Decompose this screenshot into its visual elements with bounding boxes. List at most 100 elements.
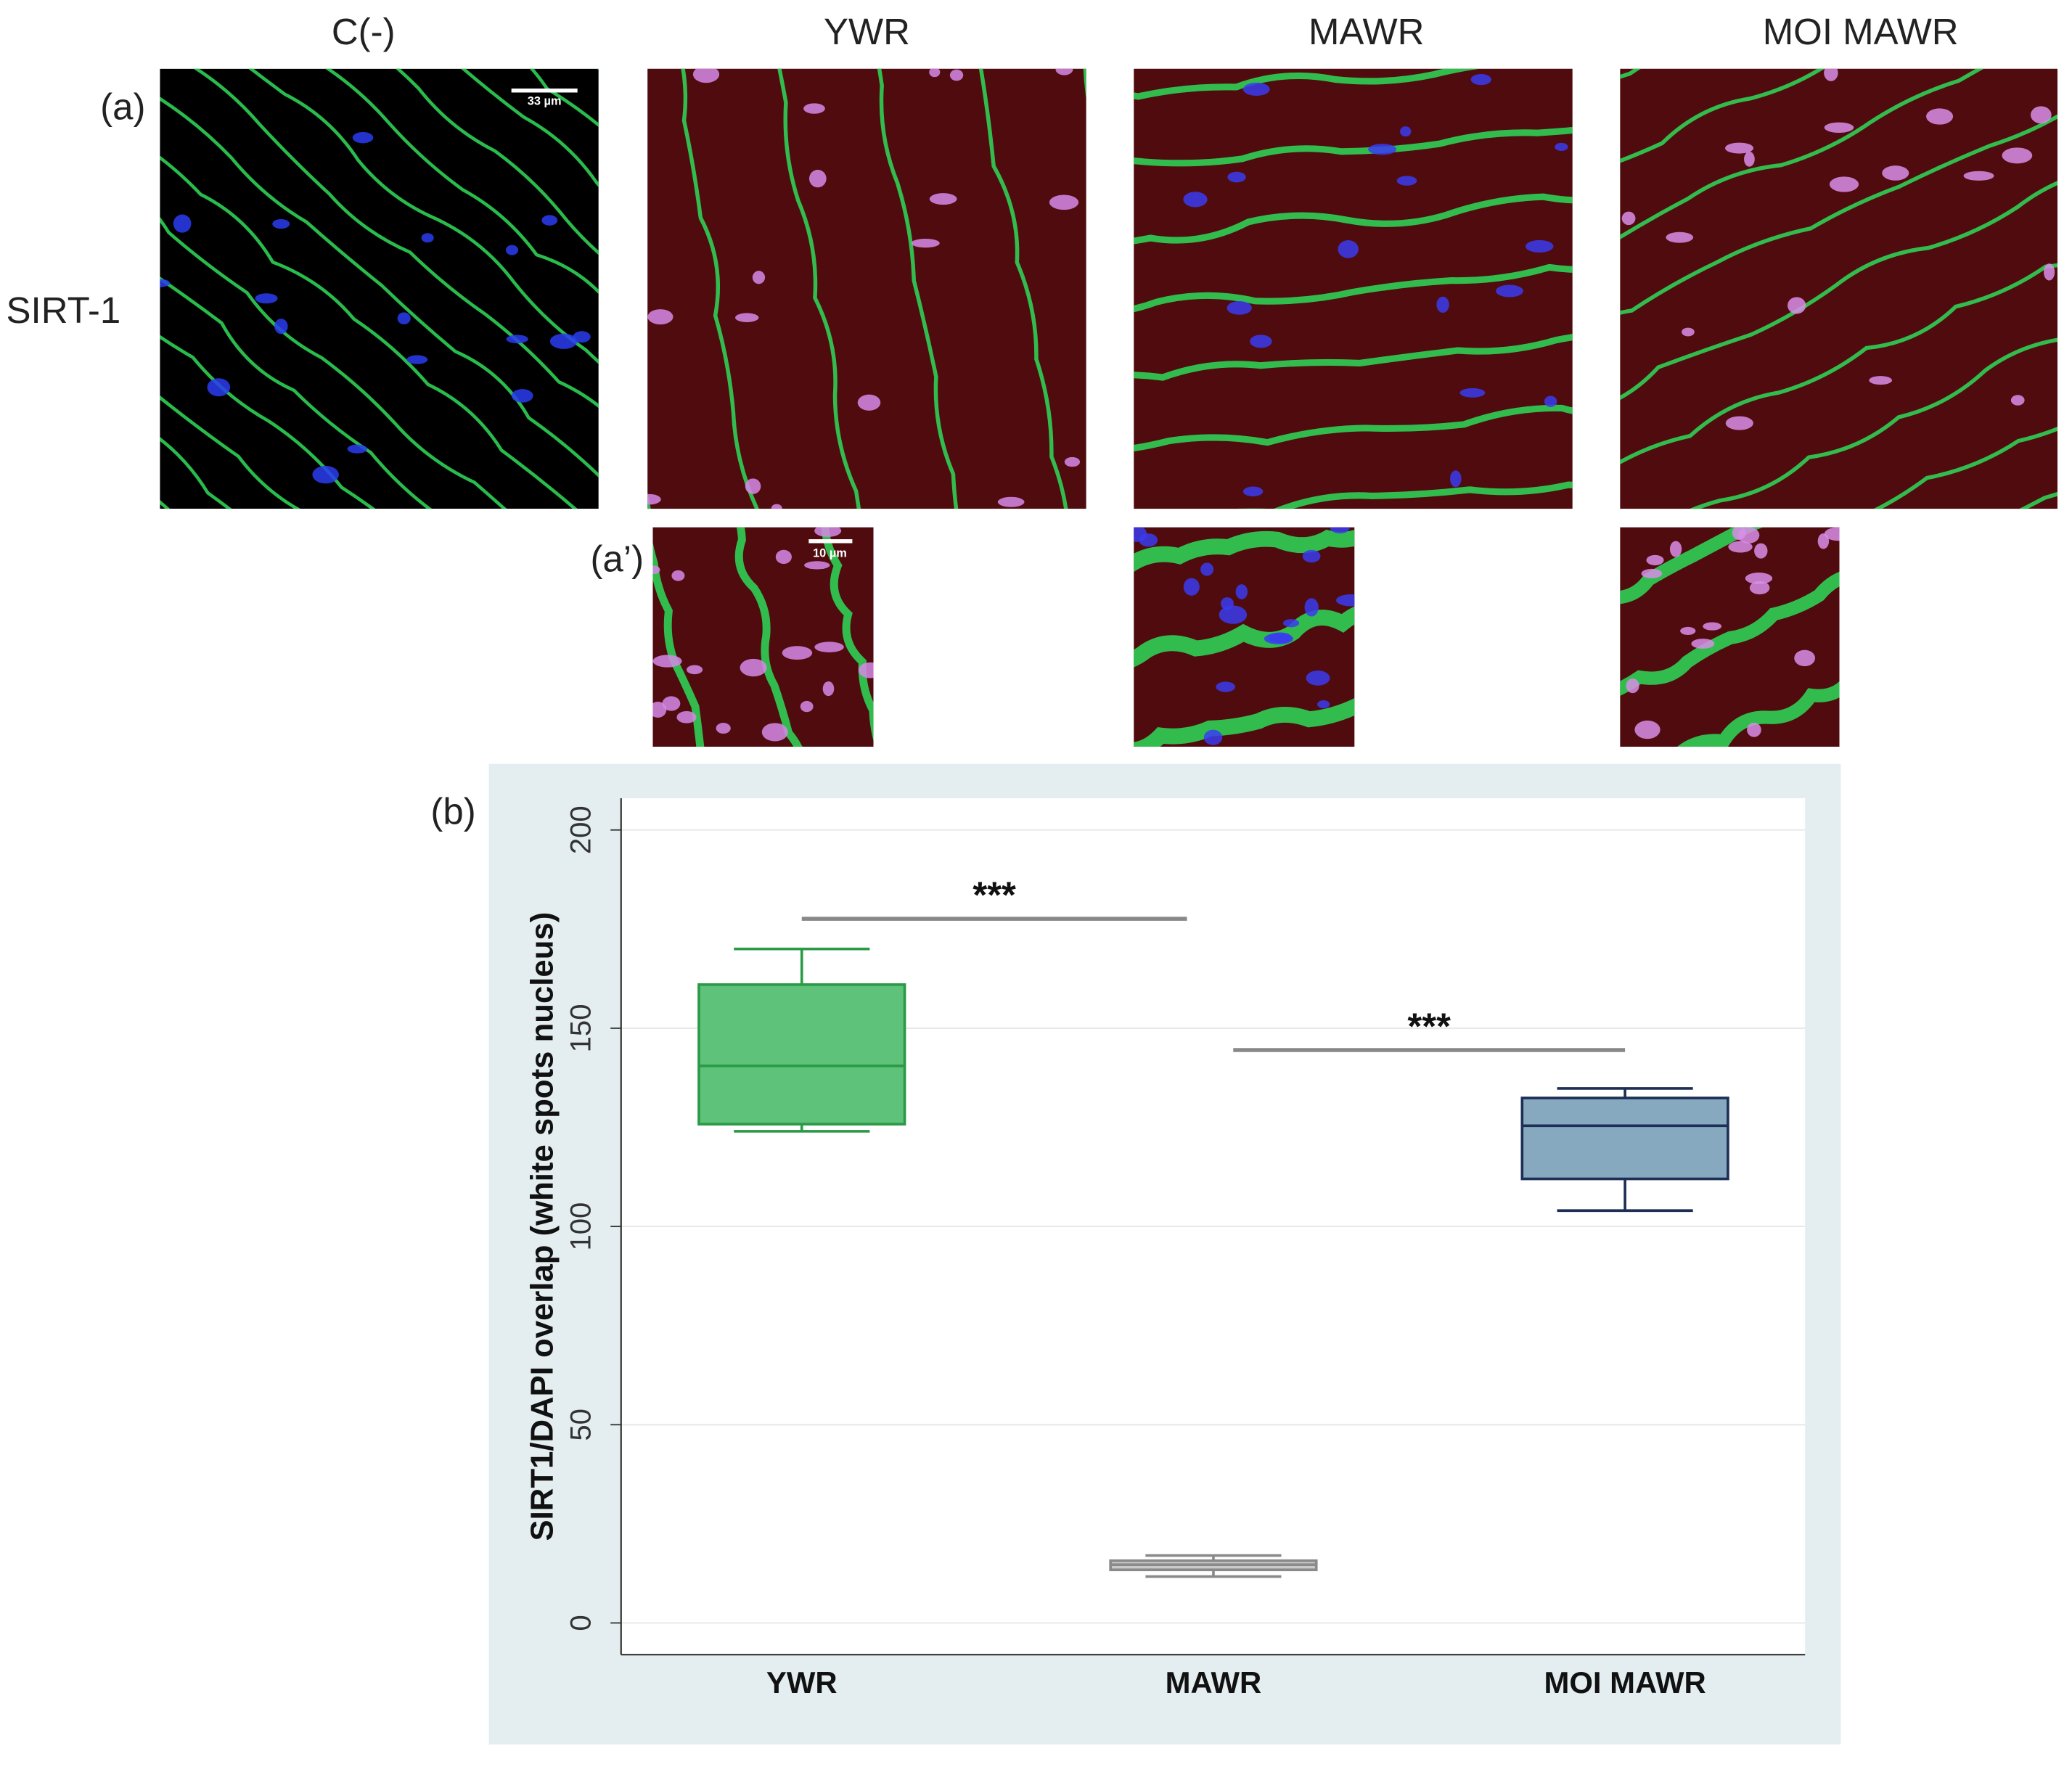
nucleus — [1869, 376, 1893, 385]
fiber — [1134, 591, 1355, 678]
y-tick-label: 0 — [565, 1615, 597, 1631]
nucleus — [676, 711, 697, 723]
box — [697, 983, 906, 1126]
nucleus — [1680, 626, 1696, 635]
nucleus — [857, 394, 881, 411]
nucleus — [858, 662, 874, 678]
nucleus — [1882, 165, 1909, 181]
nucleus — [1302, 549, 1321, 563]
nucleus — [822, 681, 835, 697]
x-tick-label: MOI MAWR — [1544, 1665, 1705, 1700]
nucleus — [1794, 649, 1816, 667]
nucleus — [505, 245, 519, 255]
nucleus — [549, 333, 578, 349]
nucleus — [1436, 296, 1449, 313]
nucleus — [652, 565, 660, 574]
nucleus — [662, 696, 681, 711]
fiber — [1134, 678, 1355, 747]
nucleus — [406, 355, 428, 364]
nucleus — [761, 723, 788, 742]
nucleus — [1242, 82, 1270, 96]
row-label: SIRT-1 — [7, 290, 121, 331]
y-axis-label: SIRT1/DAPI overlap (white spots nucleus) — [525, 912, 560, 1541]
nucleus — [1396, 176, 1417, 186]
fiber — [945, 68, 1086, 509]
nucleus — [1646, 554, 1664, 566]
scale-bar-label: 10 µm — [813, 546, 847, 559]
nucleus — [1824, 122, 1854, 134]
y-tick-label: 100 — [565, 1202, 597, 1251]
nucleus — [1470, 73, 1491, 86]
nucleus — [1216, 681, 1236, 692]
fibers — [1620, 527, 1840, 747]
nucleus — [1963, 171, 1994, 181]
nucleus — [541, 215, 558, 226]
nucleus — [1450, 470, 1462, 488]
fibers — [647, 68, 1086, 509]
nucleus — [1183, 578, 1200, 596]
nucleus — [1304, 598, 1319, 617]
nucleus — [808, 169, 827, 188]
fiber — [1620, 527, 1840, 648]
nucleus — [1626, 678, 1639, 694]
y-tick-label: 150 — [565, 1004, 597, 1053]
nucleus — [647, 493, 661, 505]
y-tick-label: 200 — [565, 805, 597, 854]
nucleus — [2010, 395, 2025, 406]
nucleus — [1666, 231, 1694, 243]
fiber — [708, 527, 814, 747]
nucleus — [255, 293, 278, 304]
nucleus — [1317, 700, 1330, 709]
fiber — [1134, 68, 1573, 116]
nucleus — [782, 646, 813, 660]
fiber — [189, 68, 599, 411]
nucleus — [803, 103, 825, 114]
nucleus — [352, 131, 374, 144]
fiber — [1620, 243, 2057, 509]
scale-bar-label: 33 µm — [528, 95, 562, 108]
nucleus — [1555, 142, 1568, 152]
nucleus — [1691, 639, 1715, 649]
nucleus — [671, 570, 685, 581]
fiber — [1620, 626, 1840, 747]
fiber — [1620, 546, 1840, 726]
nucleus — [1737, 527, 1760, 544]
nucleus — [1496, 284, 1523, 298]
micrograph — [160, 68, 599, 509]
nucleus — [745, 478, 761, 494]
nucleus — [1200, 562, 1214, 576]
column-title: MOI MAWR — [1763, 11, 1959, 52]
micrograph — [1134, 527, 1355, 747]
nucleus — [1744, 151, 1755, 167]
nucleus — [1641, 568, 1663, 578]
fiber — [160, 68, 599, 446]
nucleus — [1747, 722, 1761, 737]
nucleus — [1824, 68, 1838, 81]
nucleus — [1544, 395, 1557, 408]
micrograph — [647, 68, 1086, 509]
nucleus — [173, 214, 192, 233]
nucleus — [752, 271, 766, 284]
nucleus — [687, 665, 703, 675]
nucleus — [160, 279, 171, 287]
nucleus — [1183, 192, 1208, 208]
nucleus — [997, 496, 1025, 507]
nucleus — [929, 68, 941, 78]
nucleus — [397, 312, 411, 324]
nucleus — [771, 504, 782, 509]
fiber — [1134, 113, 1573, 186]
significance-label: *** — [972, 874, 1016, 915]
nucleus — [929, 193, 957, 205]
fiber — [160, 68, 599, 509]
fiber — [1620, 68, 2057, 266]
nucleus — [2044, 263, 2055, 281]
fibers — [1134, 527, 1355, 747]
nucleus — [716, 723, 731, 734]
nucleus — [274, 319, 288, 335]
nucleus — [949, 69, 964, 81]
nucleus — [814, 641, 844, 652]
nucleus — [1203, 729, 1223, 745]
nucleus — [1703, 622, 1722, 631]
nucleus — [1250, 335, 1272, 348]
